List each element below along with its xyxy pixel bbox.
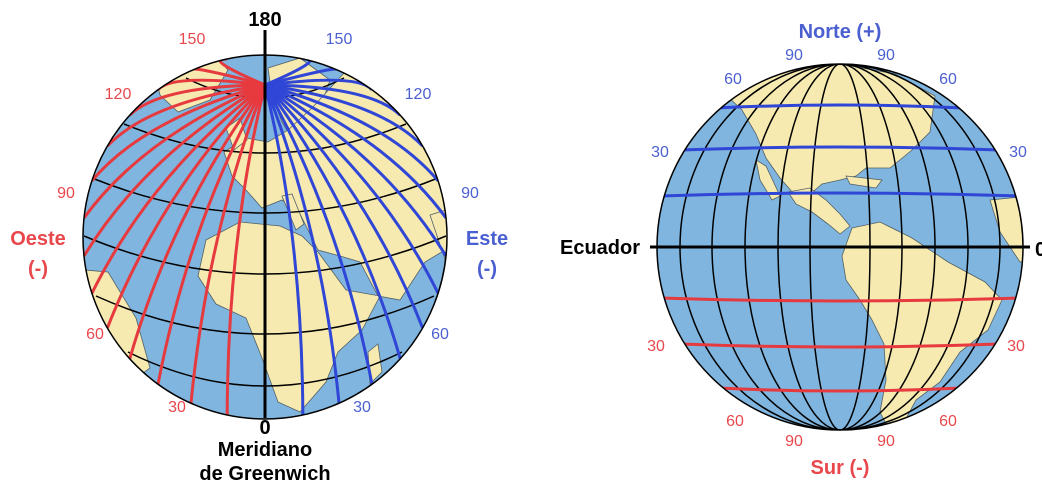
- east-meridian-line: [263, 84, 341, 404]
- east-sign: (-): [477, 258, 497, 280]
- east-tick-120: 120: [405, 86, 432, 103]
- south-parallel-line: [660, 296, 1020, 303]
- north-tick-90-right: 90: [877, 47, 895, 64]
- equator-label: Ecuador: [560, 237, 640, 259]
- south-tick-90-right: 90: [877, 433, 895, 450]
- south-tick-30-left: 30: [647, 338, 665, 355]
- west-meridian-line: [105, 83, 267, 329]
- west-tick-30: 30: [168, 399, 186, 416]
- east-tick-90: 90: [461, 185, 479, 202]
- left-meridians: [83, 57, 447, 416]
- baja-shape: [755, 159, 781, 201]
- west-label: Oeste: [10, 228, 66, 250]
- west-meridian-line: [156, 84, 267, 385]
- west-sign: (-): [28, 258, 48, 280]
- north-label: Norte (+): [799, 21, 882, 43]
- west-tick-120: 120: [105, 86, 132, 103]
- right-parallels: [660, 103, 1020, 393]
- equator-value-0: 0: [1035, 239, 1042, 261]
- east-tick-150: 150: [326, 31, 353, 48]
- west-meridian-line: [128, 84, 267, 360]
- west-meridian-line: [128, 83, 266, 117]
- right-globe: Ecuador 0 Norte (+) Sur (-) 90 90 60 60 …: [560, 21, 1042, 479]
- west-meridian-line: [106, 83, 266, 148]
- west-meridian-line: [189, 84, 267, 404]
- east-tick-60: 60: [431, 326, 449, 343]
- left-globe: 180 0 Meridiano de Greenwich Oeste (-) E…: [10, 9, 508, 485]
- south-parallel-line: [719, 386, 961, 393]
- east-meridian-line: [264, 83, 447, 257]
- west-tick-60: 60: [86, 326, 104, 343]
- east-meridian-line: [263, 84, 305, 416]
- meridian-caption-line1: Meridiano: [218, 439, 312, 461]
- north-parallel-line: [716, 103, 964, 110]
- east-tick-30: 30: [353, 399, 371, 416]
- east-label: Este: [466, 228, 508, 250]
- north-tick-90-left: 90: [785, 47, 803, 64]
- top-value-180: 180: [248, 9, 281, 31]
- north-tick-60-right: 60: [939, 71, 957, 88]
- north-tick-30-right: 30: [1009, 144, 1027, 161]
- east-asia-edge-shape: [429, 204, 447, 281]
- west-meridian-line: [90, 83, 266, 294]
- british-isles-shape: [225, 117, 248, 151]
- bottom-value-0: 0: [259, 417, 270, 439]
- east-meridian-line: [264, 83, 440, 294]
- africa-shape: [197, 221, 381, 413]
- south-tick-90-left: 90: [785, 433, 803, 450]
- south-tick-60-right: 60: [939, 413, 957, 430]
- west-meridian-line: [225, 84, 267, 416]
- south-tick-60-left: 60: [726, 413, 744, 430]
- east-meridian-line: [264, 83, 440, 182]
- east-meridian-line: [264, 83, 402, 117]
- north-tick-30-left: 30: [651, 144, 669, 161]
- north-parallel-line: [680, 145, 1000, 152]
- east-meridian-line: [264, 83, 447, 219]
- east-meridian-line: [263, 84, 402, 360]
- cuba-shape: [845, 175, 883, 189]
- west-meridian-line: [83, 83, 266, 219]
- south-tick-30-right: 30: [1007, 338, 1025, 355]
- east-meridian-line: [263, 84, 374, 385]
- east-meridian-line: [263, 83, 425, 329]
- west-tick-90: 90: [57, 185, 75, 202]
- north-tick-60-left: 60: [724, 71, 742, 88]
- meridian-caption-line2: de Greenwich: [199, 463, 330, 485]
- south-america-shape: [841, 221, 1003, 429]
- west-tick-150: 150: [179, 31, 206, 48]
- west-meridian-line: [83, 83, 266, 257]
- east-meridian-line: [264, 83, 424, 148]
- west-meridian-line: [90, 83, 266, 182]
- south-label: Sur (-): [811, 457, 870, 479]
- north-parallel-line: [660, 191, 1020, 198]
- south-parallel-line: [680, 342, 1000, 349]
